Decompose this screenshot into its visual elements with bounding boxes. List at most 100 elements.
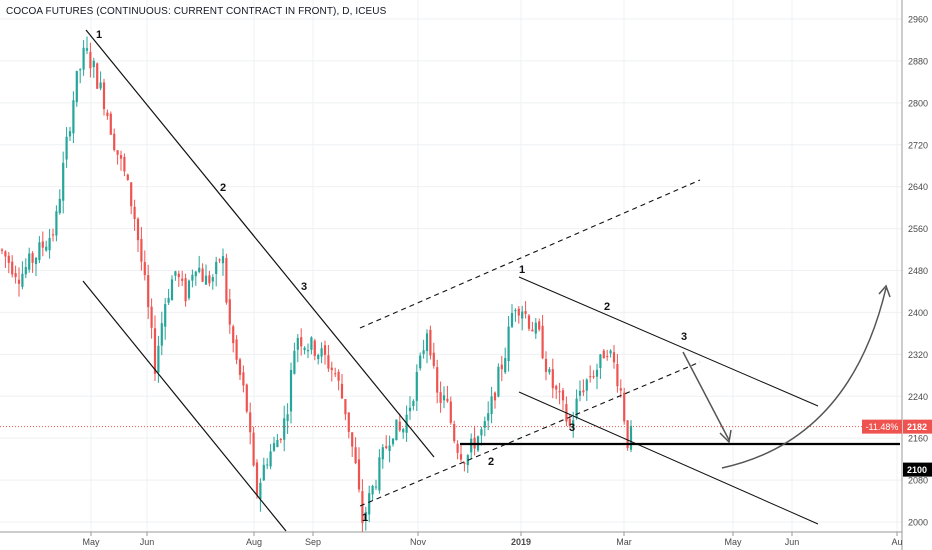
wedge-upper-line [518,276,819,407]
candle-body [269,451,272,467]
candle-body [538,321,541,330]
candle-body [351,432,354,447]
candle-body [612,352,616,363]
candle-body [181,278,184,281]
candle-body [191,274,194,281]
candle-body [317,355,320,359]
candle-body [517,308,520,316]
candle-body [470,438,473,453]
x-tick-label: Mar [616,537,632,547]
y-tick-label: 2320 [908,350,928,360]
candle-body [113,133,116,151]
candle-body [215,261,218,275]
chart-grid [0,0,902,532]
chart-title: COCOA FUTURES (CONTINUOUS: CURRENT CONTR… [6,6,387,17]
candle-body [14,273,17,278]
candle-body [160,323,163,346]
wave-label: 1 [96,29,102,41]
candle-body [374,486,378,488]
candle-body [436,367,439,393]
candle-body [578,390,582,396]
candle-body [313,340,316,356]
candle-body [487,413,490,421]
wave-label: 3 [301,281,307,293]
wave-label: 2 [488,456,494,468]
candle-body [320,348,323,357]
candle-body [31,253,34,263]
y-tick-label: 2080 [908,476,928,486]
wave-label: 2 [220,182,226,194]
candle-body [126,174,129,180]
candle-body [283,418,286,440]
y-tick-label: 2000 [908,518,928,528]
arrow-down-shaft [682,351,730,441]
candle-body [72,100,75,134]
candle-body [85,48,89,51]
candle-body [568,418,571,426]
candle-body [221,256,225,264]
candle-body [381,447,384,460]
candle-body [140,238,143,262]
x-tick-label: Sep [305,537,321,547]
candle-body [293,350,296,374]
wave-label: 3 [569,422,575,434]
candle-body [357,459,361,490]
candle-body [28,253,31,270]
candle-body [327,355,330,369]
candle-body [24,267,27,275]
price-badges: -11.48% 2182 2100 [862,419,932,477]
candle-body [446,398,449,402]
arrow-up-curve [721,287,887,469]
candle-body [544,358,548,372]
candle-body [388,445,391,451]
candle-body [232,326,235,344]
candle-body [385,446,388,449]
candle-body [0,249,4,251]
candle-body [582,390,585,393]
candle-body [480,429,483,436]
candle-body [249,412,252,433]
rising-channel-lower-dashed [359,361,701,507]
candle-body [623,392,626,422]
candles [0,36,633,533]
candle-body [337,371,340,381]
candle-body [17,279,21,284]
candle-body [184,278,187,302]
candle-body [534,322,537,334]
arrow-up-head [878,284,891,298]
candle-body [130,182,133,207]
candle-body [276,440,279,448]
y-tick-label: 2960 [908,15,928,25]
candle-body [296,337,299,350]
candle-body [589,376,592,378]
candle-body [344,399,347,415]
arrow-down-head [719,429,732,444]
candle-body [561,390,565,401]
candle-body [303,347,306,351]
x-tick-label: Jun [785,537,800,547]
candle-body [34,257,38,264]
candle-body [187,280,191,299]
price-badge-text: 2182 [907,422,927,432]
candle-body [402,429,405,433]
candle-body [68,131,72,137]
candle-body [592,376,595,378]
y-tick-label: 2720 [908,140,928,150]
candle-body [136,218,140,241]
downtrend-lower-line [82,280,287,532]
candle-body [483,421,486,428]
candle-body [228,299,231,325]
candle-body [238,359,242,375]
y-tick-label: 2400 [908,308,928,318]
y-tick-label: 2880 [908,56,928,66]
candle-body [558,391,561,393]
candle-body [79,69,82,71]
x-tick-label: May [82,537,100,547]
candle-body [11,261,14,275]
candle-body [242,372,245,386]
time-axis: May Jun Aug Sep Nov 2019 Mar May Jun Au [82,532,903,547]
candle-body [7,255,10,263]
candle-body [143,262,146,276]
y-tick-label: 2160 [908,434,928,444]
candle-body [599,354,602,369]
